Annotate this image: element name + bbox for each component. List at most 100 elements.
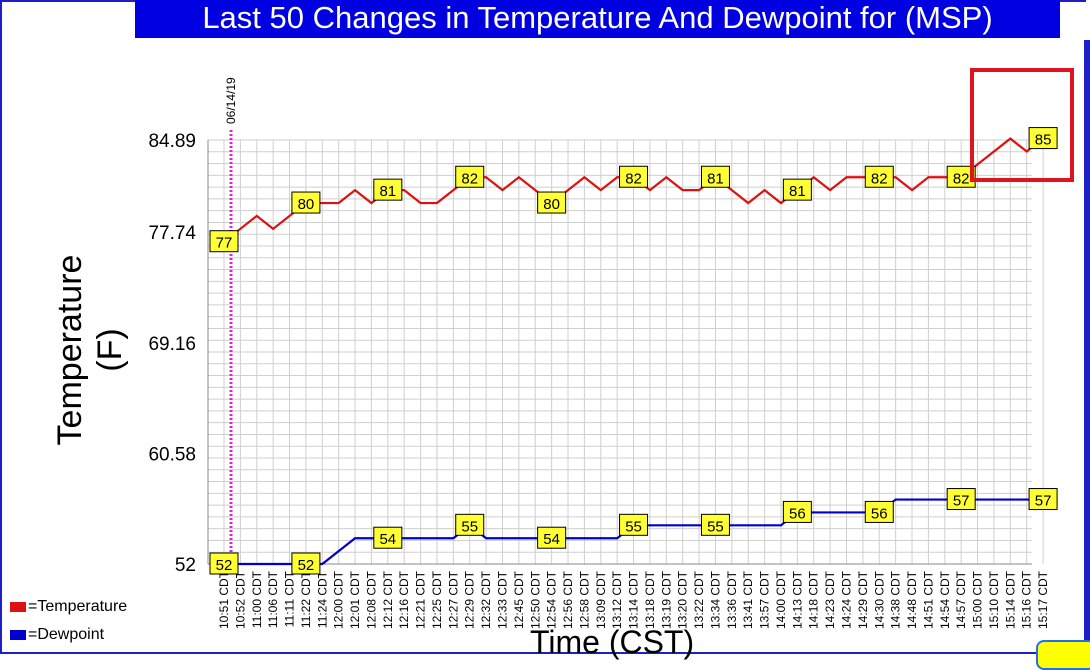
- data-label-box: [1028, 127, 1058, 150]
- data-label: 55: [707, 518, 724, 535]
- x-tick-label: 13:18 CDT: [643, 570, 657, 629]
- x-tick-label: 14:18 CDT: [807, 570, 821, 629]
- data-point-dewpoint: [583, 537, 586, 540]
- data-point-dewpoint: [845, 511, 848, 514]
- x-tick-label: 11:11 CDT: [283, 570, 297, 627]
- data-label-box: [291, 191, 321, 214]
- x-tick-label: 14:29 CDT: [856, 570, 870, 629]
- data-point-dewpoint: [534, 537, 537, 540]
- data-point-dewpoint: [1009, 498, 1012, 501]
- data-label: 52: [216, 557, 233, 574]
- x-tick-label: 13:09 CDT: [594, 570, 608, 629]
- data-point-temperature: [583, 176, 586, 179]
- x-tick-label: 14:13 CDT: [790, 570, 804, 629]
- data-label: 56: [871, 505, 888, 522]
- x-tick-label: 13:12 CDT: [610, 570, 624, 629]
- y-tick-label: 60.58: [148, 444, 196, 465]
- data-point-temperature: [894, 176, 897, 179]
- data-point-temperature: [354, 189, 357, 192]
- x-tick-label: 11:00 CDT: [250, 570, 264, 628]
- data-point-temperature: [648, 189, 651, 192]
- x-tick-label: 12:50 CDT: [528, 570, 542, 629]
- corner-button[interactable]: [1036, 640, 1090, 670]
- data-label-box: [700, 165, 730, 188]
- x-tick-label: 13:20 CDT: [676, 570, 690, 629]
- y-tick-label: 84.89: [148, 131, 196, 152]
- data-point-dewpoint: [337, 550, 340, 553]
- data-label: 52: [298, 557, 315, 574]
- data-point-temperature: [517, 176, 520, 179]
- x-tick-label: 15:14 CDT: [1003, 570, 1017, 629]
- data-point-temperature: [403, 189, 406, 192]
- data-label-box: [209, 552, 239, 575]
- data-point-temperature: [812, 176, 815, 179]
- data-label-box: [373, 178, 403, 201]
- legend-item-dewpoint: =Dewpoint: [10, 626, 104, 644]
- data-label-box: [619, 165, 649, 188]
- x-tick-label: 12:32 CDT: [479, 570, 493, 629]
- data-label: 82: [461, 170, 478, 187]
- data-point-temperature: [485, 176, 488, 179]
- data-label-box: [864, 165, 894, 188]
- x-tick-label: 13:57 CDT: [758, 570, 772, 629]
- x-tick-label: 14:23 CDT: [823, 570, 837, 629]
- x-tick-label: 13:14 CDT: [627, 570, 641, 629]
- data-label-box: [537, 191, 567, 214]
- data-point-dewpoint: [779, 524, 782, 527]
- x-tick-label: 12:54 CDT: [545, 570, 559, 629]
- data-label: 81: [789, 183, 806, 200]
- x-tick-label: 12:25 CDT: [430, 570, 444, 629]
- data-point-temperature: [1009, 137, 1012, 140]
- data-point-dewpoint: [1025, 498, 1028, 501]
- data-point-dewpoint: [861, 511, 864, 514]
- x-tick-label: 15:00 CDT: [971, 570, 985, 629]
- x-tick-label: 10:51 CDT: [217, 570, 231, 629]
- data-label-box: [455, 165, 485, 188]
- data-point-temperature: [845, 176, 848, 179]
- data-label: 80: [543, 196, 560, 213]
- data-point-dewpoint: [665, 524, 668, 527]
- data-point-dewpoint: [829, 511, 832, 514]
- x-tick-label: 12:56 CDT: [561, 570, 575, 629]
- data-point-temperature: [616, 176, 619, 179]
- data-point-temperature: [779, 202, 782, 205]
- data-label-box: [782, 178, 812, 201]
- data-point-temperature: [911, 189, 914, 192]
- data-point-dewpoint: [272, 563, 275, 565]
- x-tick-label: 15:10 CDT: [987, 570, 1001, 629]
- data-point-dewpoint: [616, 537, 619, 540]
- x-tick-label: 13:19 CDT: [659, 570, 673, 629]
- data-label-box: [455, 513, 485, 536]
- x-tick-label: 12:33 CDT: [495, 570, 509, 629]
- data-label: 82: [625, 170, 642, 187]
- data-label-box: [946, 488, 976, 511]
- legend-item-temperature: =Temperature: [10, 598, 127, 616]
- data-point-dewpoint: [255, 563, 258, 565]
- data-point-dewpoint: [435, 537, 438, 540]
- legend-swatch-dewpoint: [10, 630, 26, 640]
- data-point-temperature: [272, 227, 275, 230]
- data-label-box: [209, 230, 239, 253]
- x-tick-label: 15:17 CDT: [1036, 570, 1050, 629]
- x-tick-label: 12:29 CDT: [463, 570, 477, 629]
- data-label-box: [782, 500, 812, 523]
- x-tick-label: 11:24 CDT: [315, 570, 329, 628]
- data-point-temperature: [255, 214, 258, 217]
- frame-right-border: [1084, 40, 1090, 656]
- data-point-temperature: [681, 189, 684, 192]
- y-tick-label: 52: [175, 555, 196, 576]
- data-point-temperature: [239, 227, 242, 230]
- data-label: 54: [543, 531, 560, 548]
- data-label: 85: [1035, 132, 1052, 149]
- data-point-dewpoint: [943, 498, 946, 501]
- data-label: 77: [216, 235, 233, 252]
- x-tick-label: 14:38 CDT: [889, 570, 903, 629]
- data-point-dewpoint: [321, 563, 324, 565]
- data-point-dewpoint: [403, 537, 406, 540]
- data-point-temperature: [599, 189, 602, 192]
- data-point-dewpoint: [681, 524, 684, 527]
- data-point-dewpoint: [452, 537, 455, 540]
- x-tick-label: 12:45 CDT: [512, 570, 526, 629]
- data-point-temperature: [730, 189, 733, 192]
- data-point-temperature: [698, 189, 701, 192]
